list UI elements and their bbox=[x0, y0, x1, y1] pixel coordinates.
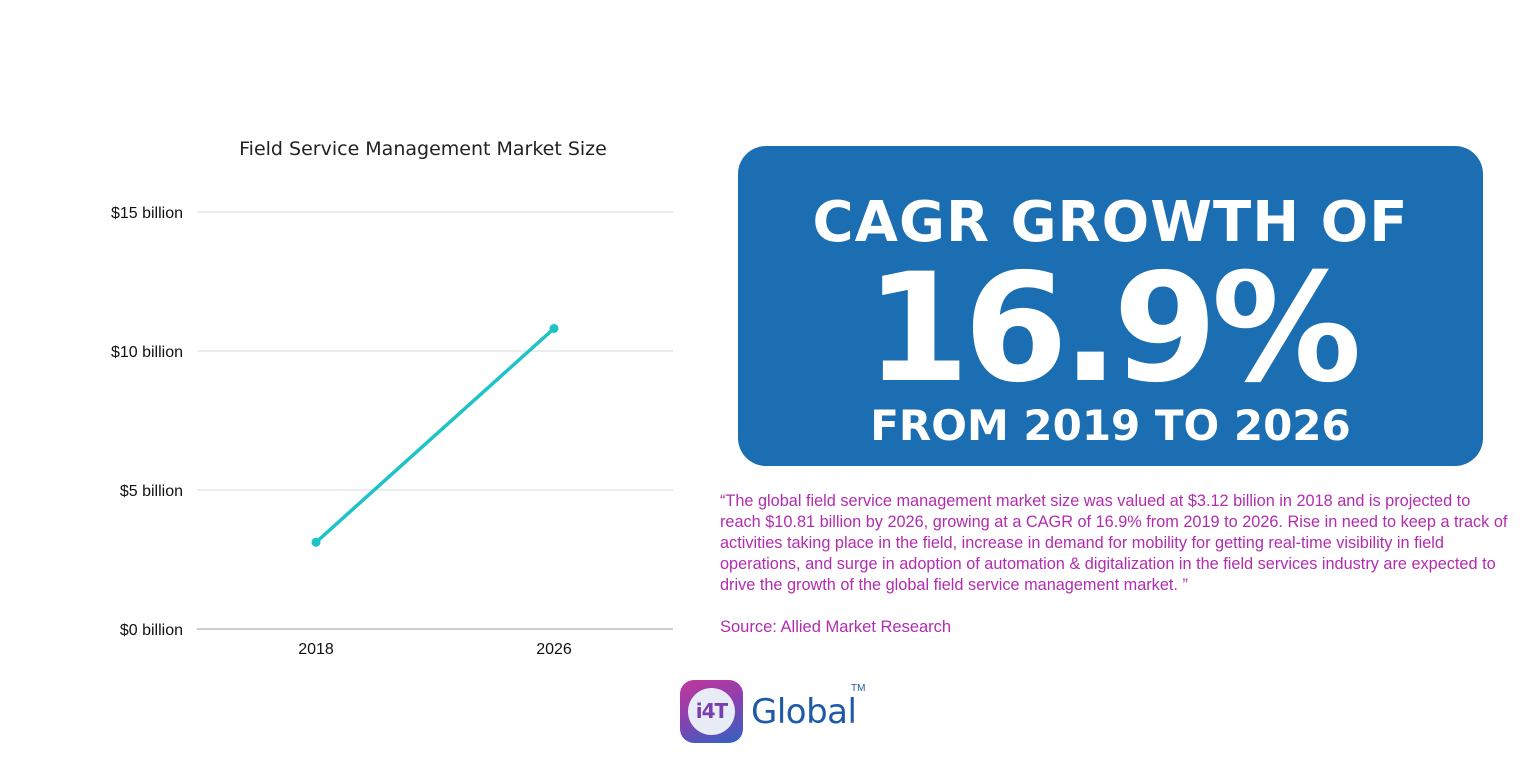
y-tick-label: $15 billion bbox=[111, 205, 183, 222]
data-point bbox=[549, 323, 559, 333]
market-quote: “The global field service management mar… bbox=[720, 492, 1508, 594]
logo-wordmark: Global bbox=[751, 692, 857, 732]
y-tick-label: $5 billion bbox=[120, 483, 183, 500]
y-tick-label: $10 billion bbox=[111, 344, 183, 361]
cagr-value: 16.9% bbox=[865, 242, 1361, 416]
line-chart-svg: Field Service Management Market Size $0 b… bbox=[111, 138, 673, 658]
company-logo: i4T Global TM bbox=[680, 680, 880, 746]
chart-title: Field Service Management Market Size bbox=[239, 138, 607, 160]
y-tick-label: $0 billion bbox=[120, 622, 183, 639]
cagr-heading: CAGR GROWTH OF bbox=[812, 190, 1409, 255]
logo-trademark: TM bbox=[851, 683, 866, 694]
series-line bbox=[314, 326, 556, 545]
source-citation: Source: Allied Market Research bbox=[720, 618, 952, 636]
cagr-period: FROM 2019 TO 2026 bbox=[870, 401, 1351, 450]
cagr-callout: CAGR GROWTH OF 16.9% FROM 2019 TO 2026 bbox=[738, 146, 1483, 466]
market-size-chart: Field Service Management Market Size $0 b… bbox=[60, 125, 700, 670]
data-point bbox=[311, 537, 321, 547]
x-tick-label: 2026 bbox=[536, 641, 572, 658]
logo-badge-text: i4T bbox=[688, 688, 735, 735]
x-tick-label: 2018 bbox=[298, 641, 334, 658]
logo-badge-icon: i4T bbox=[680, 680, 743, 743]
